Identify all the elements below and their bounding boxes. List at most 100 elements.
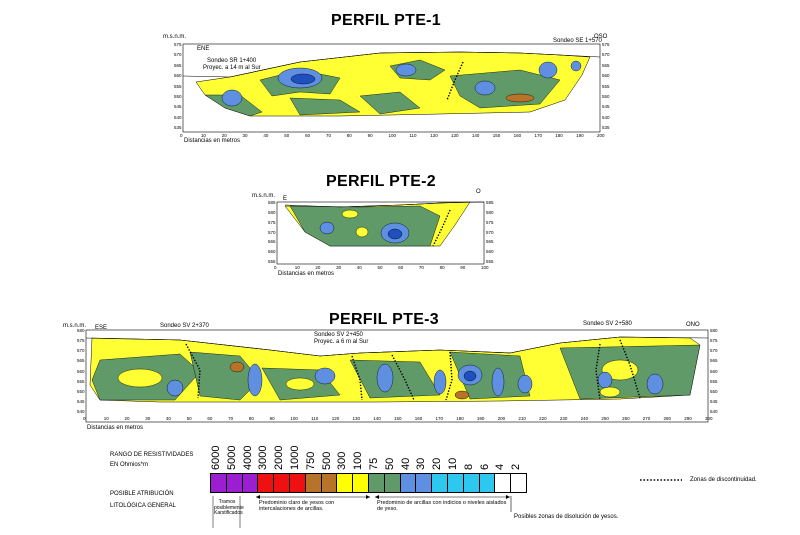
pte3-x-tick: 90: [269, 416, 275, 421]
pte1-y-tick: 570: [174, 52, 182, 58]
pte3-x-tick: 80: [248, 416, 254, 421]
legend-color-cell: [431, 473, 448, 493]
pte3-x-tick: 70: [228, 416, 234, 421]
pte2-y-tick: 555: [486, 259, 494, 264]
legend-color-cell: [383, 473, 401, 493]
pte3-x-tick: 180: [456, 416, 464, 421]
legend-color-cell: [415, 473, 433, 493]
pte3-y-tick: 545: [710, 398, 718, 404]
pte2-y-tick: 570: [268, 229, 276, 235]
pte3-x-tick: 120: [331, 416, 340, 421]
pte1-x-tick: 20: [221, 133, 227, 138]
pte2-x-tick: 40: [356, 265, 362, 270]
pte3-y-tick: 545: [77, 398, 85, 404]
pte3-x-tick: 170: [435, 416, 443, 421]
pte1-x-tick: 160: [513, 133, 522, 138]
legend-value: 4: [494, 463, 507, 470]
pte2-x-tick: 10: [294, 265, 300, 270]
pte3-left-dir: ESE: [95, 325, 108, 331]
pte3-x-tick: 260: [622, 416, 630, 421]
legend-value: 6000: [210, 445, 222, 470]
pte1-msnm: m.s.n.m.: [163, 34, 187, 40]
pte3-x-tick: 50: [186, 416, 192, 421]
pte3-x-tick: 290: [684, 416, 692, 421]
legend-color-cell: [320, 473, 338, 493]
pte2-y-tick: 575: [486, 219, 494, 225]
pte3-x-tick: 150: [394, 416, 402, 421]
pte3-right-dir: ONO: [686, 322, 700, 328]
profile-pte1: [182, 43, 601, 133]
pte3-x-tick: 300: [705, 416, 713, 421]
pte1-x-tick: 190: [576, 133, 584, 138]
pte3-x-tick: 0: [83, 416, 86, 421]
legend-color-cell: [478, 473, 496, 493]
pte3-x-tick: 270: [642, 416, 651, 421]
pte1-y-tick: 560: [174, 73, 182, 79]
pte3-x-tick: 220: [539, 416, 547, 421]
pte3-x-tick: 250: [601, 416, 609, 421]
pte1-left-dir: ENE: [197, 46, 210, 52]
profile-pte2: [276, 201, 485, 265]
legend-color-cell: [336, 473, 354, 493]
legend-value: 75: [368, 457, 380, 470]
legend-value: 300: [336, 451, 349, 470]
pte1-x-tick: 140: [471, 133, 480, 138]
pte2-x-tick: 0: [274, 265, 277, 270]
pte1-x-tick: 120: [430, 133, 438, 138]
pte1-x-tick: 80: [346, 133, 352, 138]
pte1-y-tick: 535: [174, 125, 182, 130]
pte2-x-tick: 60: [398, 265, 404, 270]
pte3-y-tick: 580: [710, 328, 718, 333]
legend-value: 1000: [289, 445, 301, 470]
pte2-x-tick: 20: [315, 265, 321, 270]
pte1-x-tick: 0: [180, 133, 183, 138]
pte1-right-dir: OSO: [594, 34, 608, 40]
legend-color-cell: [225, 473, 243, 493]
pte2-y-tick: 565: [486, 239, 494, 245]
pte2-y-tick: 580: [486, 209, 494, 215]
pte1-x-tick: 200: [597, 133, 605, 138]
pte2-y-tick: 585: [486, 200, 494, 205]
pte1-y-tick: 545: [602, 104, 610, 110]
pte1-x-tick: 180: [555, 133, 563, 138]
pte1-x-tick: 150: [492, 133, 501, 138]
legend-color-cell: [241, 473, 259, 493]
legend-value: 2: [510, 463, 523, 470]
pte3-x-tick: 140: [373, 416, 381, 421]
pte2-x-label: Distancias en metros: [278, 271, 335, 277]
pte1-y-tick: 575: [174, 42, 182, 47]
legend-attr-title: POSIBLE ATRIBUCIÓN: [110, 491, 174, 497]
pte1-title: PERFIL PTE-1: [331, 12, 441, 29]
pte3-y-tick: 580: [77, 328, 85, 333]
pte1-x-tick: 60: [305, 133, 311, 138]
pte3-x-label: Distancias en metros: [87, 425, 144, 431]
pte1-sondeo-1: Sondeo SR 1+400: [207, 58, 257, 64]
legend-color-cell: [510, 473, 527, 493]
legend-attr-karst: Tramos posiblemente Karstificados: [214, 499, 244, 516]
pte3-x-tick: 210: [518, 416, 526, 421]
pte3-x-tick: 130: [352, 416, 361, 421]
pte3-sondeo-3: Sondeo SV 2+580: [583, 321, 632, 327]
pte3-x-tick: 30: [145, 416, 151, 421]
pte2-x-tick: 70: [418, 265, 424, 270]
legend-color-cell: [399, 473, 417, 493]
legend-color-cell: [352, 473, 369, 493]
legend-value: 100: [352, 451, 365, 470]
pte2-y-tick: 580: [268, 209, 276, 215]
legend-value: 50: [383, 457, 396, 470]
legend-value: 4000: [241, 445, 254, 470]
legend-color-cell: [494, 473, 512, 493]
legend-value: 6: [478, 463, 491, 470]
pte3-y-tick: 550: [77, 388, 85, 394]
pte3-y-tick: 575: [77, 338, 85, 344]
pte2-x-tick: 50: [377, 265, 383, 270]
legend-value: 5000: [225, 445, 238, 470]
pte3-y-tick: 565: [77, 358, 85, 364]
legend-color-cell: [289, 473, 306, 493]
pte2-x-tick: 100: [481, 265, 489, 270]
pte3-y-tick: 540: [77, 409, 85, 414]
pte1-sondeo-2: Sondeo SE 1+570: [553, 38, 602, 44]
legend-range-unit: EN Ohmios*m: [110, 462, 149, 468]
legend-color-cell: [210, 473, 227, 493]
pte2-y-tick: 585: [268, 200, 276, 205]
